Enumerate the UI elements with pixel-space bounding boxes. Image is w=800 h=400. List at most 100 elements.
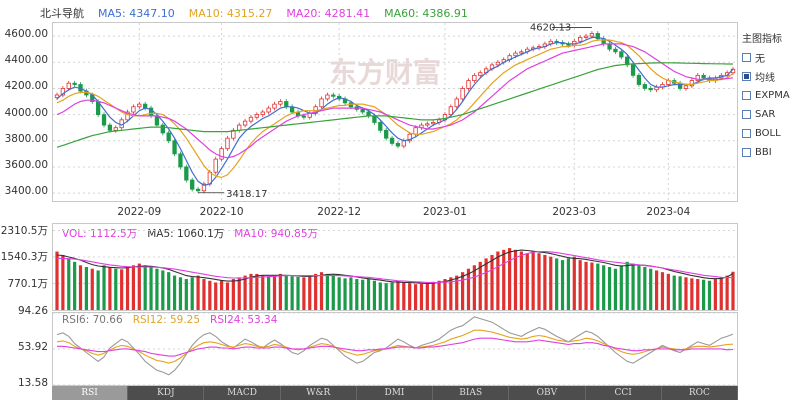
volume-header: VOL: 1112.5万 MA5: 1060.1万 MA10: 940.85万 — [62, 226, 318, 240]
candle-body — [219, 148, 224, 160]
volume-bar — [519, 251, 523, 310]
volume-bar — [672, 275, 676, 310]
ma20-legend: MA20: 4281.41 — [286, 6, 371, 20]
volume-bar — [366, 279, 371, 310]
volume-bar — [725, 275, 729, 310]
ma5-legend: MA5: 4347.10 — [98, 6, 175, 20]
volume-bar — [419, 283, 424, 310]
volume-bar — [731, 271, 735, 310]
volume-bar — [102, 265, 106, 310]
volume-bar — [702, 279, 706, 310]
volume-bar — [531, 251, 535, 310]
indicator-option[interactable]: SAR — [742, 105, 800, 124]
price-y-tick: 3400.00 — [4, 185, 48, 198]
volume-bar — [502, 249, 506, 310]
candle-body — [583, 35, 589, 38]
tab-wr[interactable]: W&R — [280, 386, 357, 400]
volume-bar — [578, 260, 582, 310]
candle-body — [478, 72, 483, 76]
checkbox-icon[interactable] — [742, 91, 751, 100]
rsi-panel — [52, 312, 738, 386]
tab-bias[interactable]: BIAS — [433, 386, 510, 400]
volume-bar — [584, 261, 588, 310]
candle-body — [642, 84, 647, 89]
candle-body — [395, 143, 401, 147]
volume-bar — [355, 279, 359, 310]
price-y-tick: 4400.00 — [4, 54, 48, 67]
volume-bar — [543, 254, 547, 310]
indicator-option[interactable]: BOLL — [742, 124, 800, 143]
volume-bar — [55, 251, 59, 310]
indicator-option[interactable]: EXPMA — [742, 86, 800, 105]
candle-body — [389, 137, 395, 144]
volume-bar — [602, 265, 606, 310]
tab-kdj[interactable]: KDJ — [128, 386, 205, 400]
volume-bar — [319, 272, 324, 310]
volume-bar — [396, 280, 400, 310]
volume-bar — [560, 260, 565, 310]
volume-bar — [225, 282, 230, 310]
checkbox-icon[interactable] — [742, 129, 751, 138]
volume-bar — [613, 268, 618, 310]
candle-body — [413, 127, 418, 135]
volume-bar — [219, 280, 224, 310]
volume-bar — [325, 273, 330, 310]
indicator-option[interactable]: 均线 — [742, 67, 800, 86]
tab-cci[interactable]: CCI — [585, 386, 662, 400]
candle-body — [460, 88, 465, 100]
candle-body — [448, 106, 453, 116]
checkbox-icon[interactable] — [742, 72, 751, 81]
tab-obv[interactable]: OBV — [509, 386, 586, 400]
candle-body — [595, 33, 600, 40]
rsi-y-tick: 53.92 — [17, 341, 48, 353]
volume-bar — [267, 276, 271, 310]
volume-bar — [96, 270, 100, 310]
volume-bar — [172, 275, 177, 310]
checkbox-icon[interactable] — [742, 53, 751, 62]
volume-bar — [361, 279, 365, 310]
volume-bar — [472, 265, 476, 310]
tab-rsi[interactable]: RSI — [52, 386, 129, 400]
volume-bar — [390, 282, 394, 310]
volume-bar — [255, 273, 259, 310]
candle-body — [107, 124, 113, 131]
volume-bar — [490, 254, 494, 310]
candle-body — [54, 94, 60, 99]
tab-roc[interactable]: ROC — [661, 386, 738, 400]
checkbox-icon[interactable] — [742, 110, 751, 119]
candle-body — [513, 52, 518, 57]
volume-bar — [508, 248, 512, 310]
tab-dmi[interactable]: DMI — [356, 386, 434, 400]
checkbox-icon[interactable] — [742, 148, 751, 157]
indicator-option[interactable]: BBI — [742, 143, 800, 162]
candle-body — [66, 82, 71, 89]
price-x-tick: 2022-12 — [317, 206, 362, 218]
candle-body — [125, 111, 130, 121]
volume-bar — [202, 279, 206, 310]
volume-bar — [272, 275, 277, 310]
price-y-tick: 4000.00 — [4, 106, 48, 119]
price-x-tick: 2023-04 — [646, 206, 691, 218]
volume-bar — [114, 268, 118, 310]
volume-bar — [290, 276, 294, 310]
annotation-high: 4620.13 — [530, 23, 571, 33]
candle-body — [137, 103, 142, 108]
candle-body — [472, 74, 477, 81]
volume-bar — [649, 268, 653, 310]
candle-body — [213, 158, 218, 173]
candle-body — [372, 115, 377, 123]
volume-bar — [413, 284, 418, 310]
indicator-option[interactable]: 无 — [742, 48, 800, 67]
stock-name: 北斗导航 — [40, 7, 84, 20]
volume-bar — [572, 256, 576, 310]
tab-macd[interactable]: MACD — [204, 386, 281, 400]
price-x-tick: 2022-09 — [117, 206, 162, 218]
volume-bar — [637, 265, 641, 310]
volume-y-tick: 1540.3万 — [0, 251, 48, 263]
volume-bar — [331, 275, 335, 310]
candle-body — [184, 166, 189, 181]
candle-body — [72, 82, 77, 85]
volume-bar — [337, 277, 341, 310]
candle-body — [60, 88, 66, 96]
volume-bar — [137, 263, 141, 310]
